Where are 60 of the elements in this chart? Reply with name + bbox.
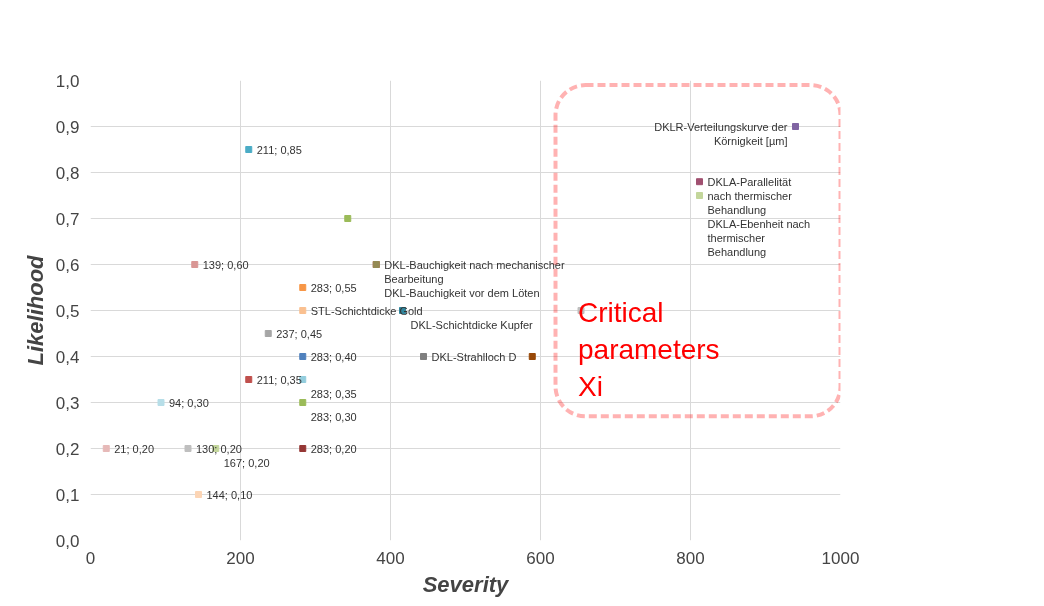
data-label: DKL-Schichtdicke Kupfer [410,318,534,331]
y-tick-label: 0,9 [55,117,80,137]
data-label: DKL-Strahlloch D [431,350,517,363]
y-tick-label: 0,2 [55,439,80,459]
data-label: 237; 0,45 [276,327,323,340]
data-label: 211; 0,85 [256,143,302,156]
y-tick-label: 0,4 [55,347,80,367]
data-label: DKL-Bauchigkeit vor dem Löten [384,286,540,299]
data-label: 144; 0,10 [206,488,253,501]
data-label: 283; 0,20 [310,442,357,455]
data-label: DKLA-Parallelität nach thermischer Behandlung [707,175,793,217]
data-label: 139; 0,60 [202,258,249,271]
data-label: DKLR-Verteilungskurve der Körnigkeit [µm] [654,120,788,147]
x-tick-label: 600 [526,548,555,568]
point [528,353,536,360]
point [696,178,703,186]
data-label: 283; 0,30 [310,410,357,423]
point [792,123,799,130]
data-label: 283; 0,35 [310,387,357,400]
y-tick-label: 0,3 [55,393,80,413]
point [102,445,110,452]
point [157,399,165,406]
point [299,353,307,360]
y-axis-title: Likelihood [22,254,48,366]
data-label: 21; 0,20 [114,442,155,455]
y-tick-label: 0,8 [55,163,80,183]
data-label: 211; 0,35 [256,373,302,386]
point [184,445,192,452]
data-label: 94; 0,30 [169,396,209,409]
point [299,307,307,314]
x-tick-label: 800 [676,548,705,568]
point [245,376,253,383]
y-tick-label: 0,5 [55,301,80,321]
y-tick-label: 1,0 [55,71,80,91]
point [299,445,307,452]
x-tick-label: 400 [376,548,405,568]
data-label: 167; 0,20 [223,456,270,469]
point [344,215,352,222]
point [195,491,202,498]
point [191,261,199,268]
point [299,399,307,406]
point [696,192,703,199]
y-tick-label: 0,0 [55,531,80,551]
annotation: Critical parameters Xi [578,297,720,403]
data-label: DKLA-Ebenheit nach thermischer Behandlung [707,217,811,259]
data-label: 283; 0,40 [310,350,357,363]
data-label: 130; 0,20 [196,442,242,455]
data-label: DKL-Bauchigkeit nach mechanischer Bearbeitung [384,258,565,285]
point [299,284,307,291]
point [420,353,427,360]
y-tick-label: 0,1 [55,485,80,505]
x-tick-label: 1000 [821,548,860,568]
y-tick-label: 0,7 [55,209,80,229]
y-tick-label: 0,6 [55,255,80,275]
x-tick-label: 200 [226,548,255,568]
x-tick-label: 0 [85,548,96,568]
point [264,330,272,337]
data-label: 283; 0,55 [310,281,357,294]
point [245,146,253,153]
x-axis-title: Severity [422,571,511,597]
